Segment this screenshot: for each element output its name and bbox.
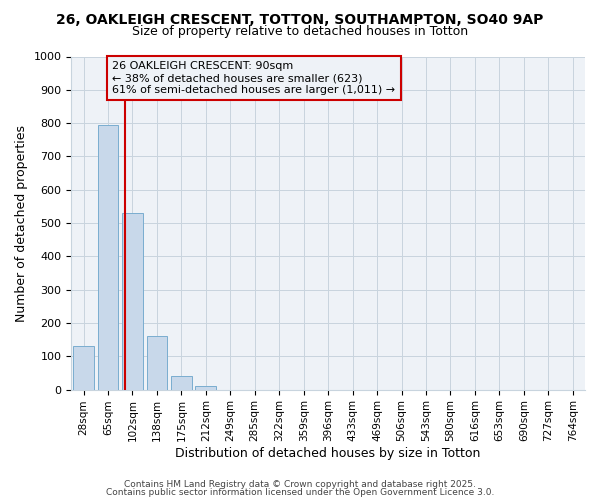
Text: 26, OAKLEIGH CRESCENT, TOTTON, SOUTHAMPTON, SO40 9AP: 26, OAKLEIGH CRESCENT, TOTTON, SOUTHAMPT… <box>56 12 544 26</box>
Text: Size of property relative to detached houses in Totton: Size of property relative to detached ho… <box>132 25 468 38</box>
Bar <box>146 336 167 390</box>
X-axis label: Distribution of detached houses by size in Totton: Distribution of detached houses by size … <box>175 447 481 460</box>
Y-axis label: Number of detached properties: Number of detached properties <box>15 124 28 322</box>
Text: Contains public sector information licensed under the Open Government Licence 3.: Contains public sector information licen… <box>106 488 494 497</box>
Text: 26 OAKLEIGH CRESCENT: 90sqm
← 38% of detached houses are smaller (623)
61% of se: 26 OAKLEIGH CRESCENT: 90sqm ← 38% of det… <box>112 62 395 94</box>
Bar <box>171 376 192 390</box>
Bar <box>196 386 216 390</box>
Bar <box>73 346 94 390</box>
Bar <box>122 213 143 390</box>
Text: Contains HM Land Registry data © Crown copyright and database right 2025.: Contains HM Land Registry data © Crown c… <box>124 480 476 489</box>
Bar <box>98 125 118 390</box>
